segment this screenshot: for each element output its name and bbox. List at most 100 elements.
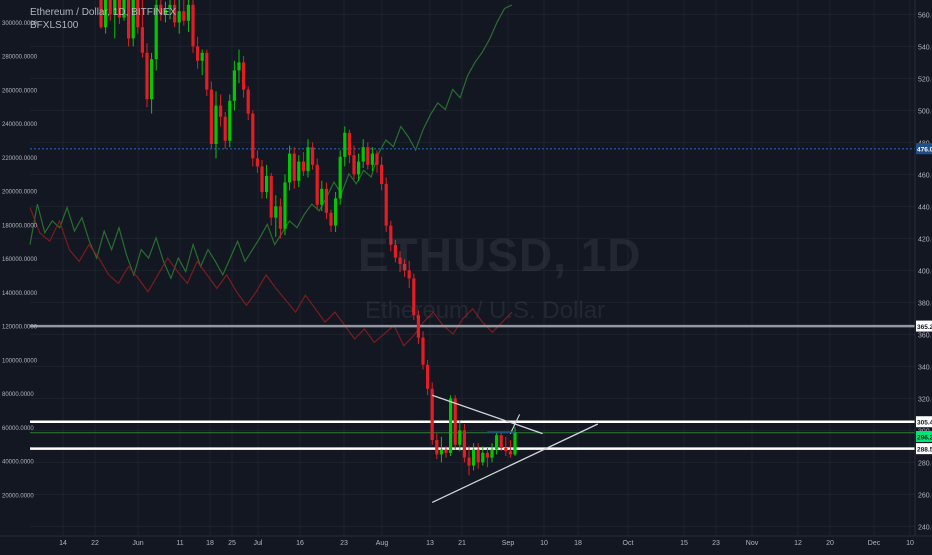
indicator-tick-label: 180000.0000 [2, 223, 38, 229]
candle-body [209, 89, 213, 144]
indicator-tick-label: 140000.0000 [2, 291, 38, 297]
candle-body [292, 153, 296, 181]
candle-body [481, 452, 485, 463]
candle-body [490, 449, 494, 458]
price-tag-blue[interactable]: 476.05 [916, 143, 932, 155]
projection-line[interactable] [509, 414, 521, 434]
candle-body [426, 364, 430, 389]
time-tick-label: 13 [426, 540, 434, 547]
time-tick-label: Jun [132, 540, 143, 547]
candle-down [255, 150, 259, 173]
candle-up [357, 153, 361, 181]
candle-body [407, 270, 411, 279]
candle-up [481, 446, 485, 466]
price-tag-white[interactable]: 288.59 [916, 443, 932, 455]
price-tag-current[interactable]: 296.20 [916, 430, 932, 442]
legend[interactable]: Ethereum / Dollar, 1D, BITFINEX BFXLS100 [30, 6, 176, 32]
price-tag-white[interactable]: 305.42 [916, 416, 932, 428]
triangle-drawing[interactable] [431, 394, 599, 503]
candle-body [343, 132, 347, 157]
time-tick-label: 21 [458, 540, 466, 547]
indicator-series [29, 4, 513, 347]
candle-down [476, 443, 480, 469]
price-tick-label: 500.00 [918, 108, 932, 115]
candle-down [352, 145, 356, 180]
time-tick-label: 20 [826, 540, 834, 547]
candle-up [283, 174, 287, 236]
candle-body [329, 212, 333, 226]
candle-body [113, 0, 117, 15]
candle-body [361, 147, 365, 162]
time-tick-label: 18 [206, 540, 214, 547]
candle-body [117, 0, 121, 18]
candle-down [145, 43, 149, 108]
candle-down [467, 446, 471, 476]
price-tick-label: 260.00 [918, 492, 932, 499]
candle-body [435, 440, 439, 455]
time-tick-label: 23 [712, 540, 720, 547]
candle-body [251, 113, 255, 159]
candle-down [430, 382, 434, 445]
candle-down [292, 147, 296, 189]
candle-body [476, 449, 480, 463]
time-axis-panel[interactable] [0, 536, 932, 550]
candle-down [219, 94, 223, 127]
price-tag-gray[interactable]: 365.20 [916, 320, 932, 332]
candle-body [416, 315, 420, 338]
indicator-tick-label: 40000.0000 [2, 460, 34, 466]
price-axis-panel[interactable] [915, 0, 932, 550]
candle-down [251, 110, 255, 167]
time-tick-label: 22 [91, 540, 99, 547]
candle-down [182, 0, 186, 26]
legend-symbol[interactable]: Ethereum / Dollar, 1D, BITFINEX [30, 7, 177, 18]
candle-body [508, 451, 512, 455]
price-tag-label: 476.05 [917, 147, 932, 154]
candle-down [136, 0, 140, 34]
candle-up [237, 49, 241, 84]
candle-up [472, 443, 476, 471]
candle-down [205, 49, 209, 96]
candle-body [237, 62, 241, 71]
candle-body [472, 449, 476, 466]
price-tick-label: 380.00 [918, 300, 932, 307]
candle-body [246, 89, 250, 114]
watermark-symbol: ETHUSD, 1D [358, 229, 642, 281]
candle-body [232, 70, 236, 101]
price-tag-bg [916, 443, 932, 455]
candle-body [223, 116, 227, 141]
candle-down [453, 395, 457, 450]
candle-body [191, 4, 195, 47]
candle-body [366, 147, 370, 165]
candle-body [99, 0, 103, 28]
candle-down [389, 220, 393, 252]
time-tick-label: 18 [574, 540, 582, 547]
price-tick-label: 520.00 [918, 76, 932, 83]
candle-down [366, 142, 370, 170]
candle-body [311, 147, 315, 165]
bfxls100-line [29, 4, 513, 280]
candle-down [209, 81, 213, 149]
time-tick-label: 15 [680, 540, 688, 547]
candle-down [108, 0, 112, 21]
price-tick-label: 240.00 [918, 524, 932, 531]
price-tag-label: 365.20 [917, 324, 932, 331]
indicator-tick-label: 220000.0000 [2, 156, 38, 162]
candle-down [384, 177, 388, 232]
price-tag-bg [916, 320, 932, 332]
candle-body [297, 161, 301, 181]
candle-body [168, 4, 172, 10]
candle-body [182, 11, 186, 21]
candle-down [315, 158, 319, 210]
legend-indicator[interactable]: BFXLS100 [30, 20, 79, 31]
triangle-upper-line[interactable] [431, 394, 543, 435]
candle-body [462, 430, 466, 458]
candle-body [242, 62, 246, 90]
indicator-tick-label: 120000.0000 [2, 325, 38, 331]
triangle-lower-line[interactable] [431, 423, 599, 503]
price-tag-bg [916, 430, 932, 442]
horizontal-levels[interactable] [30, 147, 915, 450]
